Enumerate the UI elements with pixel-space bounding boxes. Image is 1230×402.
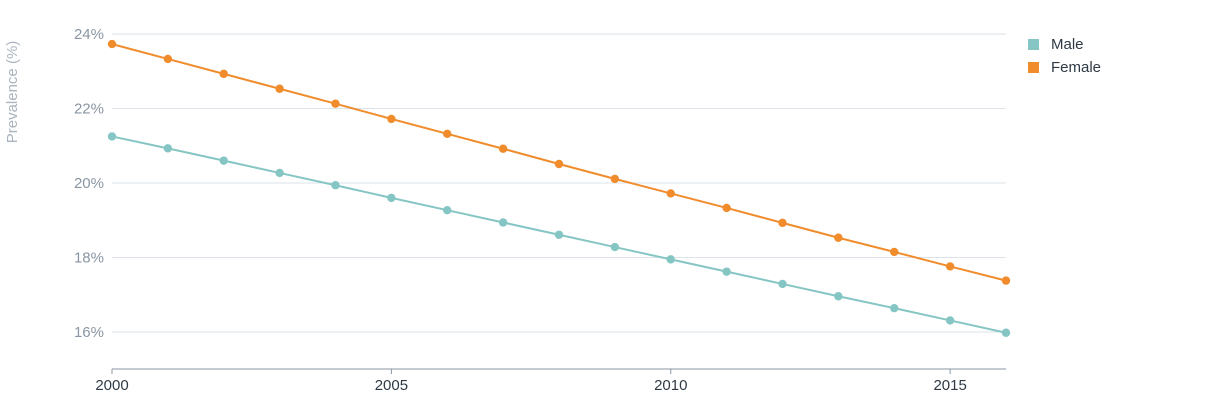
y-tick-label: 20%	[74, 175, 104, 192]
data-point-female[interactable]	[945, 262, 955, 271]
data-point-male[interactable]	[1001, 328, 1011, 337]
y-axis-title: Prevalence (%)	[4, 41, 21, 144]
y-tick-label: 22%	[74, 101, 104, 118]
legend: Male Female	[1028, 33, 1101, 79]
data-point-female[interactable]	[163, 54, 173, 64]
x-tick-label: 2015	[933, 377, 966, 394]
data-point-male[interactable]	[722, 267, 731, 276]
data-point-female[interactable]	[387, 114, 396, 124]
legend-swatch	[1028, 39, 1039, 50]
data-point-female[interactable]	[331, 99, 340, 108]
y-tick-label: 18%	[74, 250, 104, 267]
data-point-male[interactable]	[387, 193, 396, 203]
legend-item-female[interactable]: Female	[1028, 56, 1101, 79]
data-point-male[interactable]	[219, 156, 228, 165]
x-tick-label: 2010	[654, 377, 687, 394]
data-point-male[interactable]	[107, 132, 117, 141]
x-tick-label: 2005	[375, 377, 408, 394]
y-axis-ticks: 16% 18% 20% 22% 24%	[74, 26, 104, 341]
data-point-male[interactable]	[163, 144, 173, 153]
legend-label: Female	[1051, 59, 1102, 76]
legend-label: Male	[1051, 36, 1084, 53]
data-point-male[interactable]	[554, 230, 564, 239]
data-point-male[interactable]	[498, 218, 508, 227]
y-tick-label: 16%	[74, 324, 104, 341]
data-point-female[interactable]	[1001, 276, 1011, 285]
x-axis-ticks: 2000 2005 2010 2015	[95, 369, 967, 394]
data-point-female[interactable]	[666, 189, 675, 198]
series-group	[107, 39, 1011, 337]
data-point-female[interactable]	[275, 84, 284, 93]
data-point-male[interactable]	[778, 279, 787, 289]
data-point-male[interactable]	[834, 292, 843, 301]
series-female	[107, 39, 1011, 285]
gridlines	[112, 33, 1006, 333]
data-point-male[interactable]	[666, 255, 675, 264]
data-point-male[interactable]	[945, 316, 955, 325]
data-point-male[interactable]	[443, 205, 452, 215]
data-point-female[interactable]	[890, 247, 899, 257]
y-tick-label: 24%	[74, 26, 104, 43]
series-male	[107, 132, 1011, 337]
data-point-female[interactable]	[722, 203, 731, 213]
data-point-male[interactable]	[275, 168, 284, 178]
data-point-male[interactable]	[331, 181, 340, 190]
x-tick-label: 2000	[95, 377, 128, 394]
data-point-female[interactable]	[834, 233, 843, 242]
data-point-female[interactable]	[443, 129, 452, 139]
data-point-male[interactable]	[890, 303, 899, 313]
data-point-female[interactable]	[610, 174, 620, 184]
legend-item-male[interactable]: Male	[1028, 33, 1101, 56]
data-point-female[interactable]	[778, 218, 787, 228]
legend-swatch	[1028, 62, 1039, 73]
data-point-female[interactable]	[219, 69, 228, 79]
data-point-female[interactable]	[107, 39, 117, 49]
data-point-female[interactable]	[554, 159, 564, 169]
data-point-female[interactable]	[498, 144, 508, 153]
data-point-male[interactable]	[610, 242, 620, 252]
